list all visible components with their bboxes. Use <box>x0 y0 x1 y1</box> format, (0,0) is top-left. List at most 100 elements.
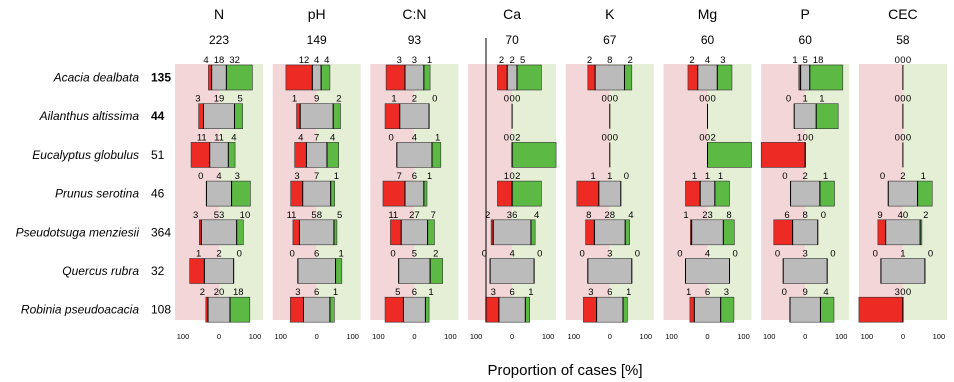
bar-neutral <box>306 142 328 168</box>
count-label: 1 <box>683 210 688 221</box>
bar-neutral <box>297 258 336 284</box>
count-label: 0 <box>880 171 885 182</box>
bar-negative <box>858 296 904 323</box>
variable-name-p: P <box>801 6 810 22</box>
tick-label: 100 <box>665 332 678 341</box>
count-label: 40 <box>898 210 909 221</box>
count-label: 6 <box>314 287 319 298</box>
bar-negative <box>497 180 513 207</box>
bar-positive <box>624 64 633 91</box>
count-label: 1 <box>819 94 824 105</box>
count-label: 0 <box>624 171 629 182</box>
count-label: 4 <box>509 249 514 260</box>
bar-negative <box>384 296 404 323</box>
variable-headers: N 223 pH 149 C:N 93 Ca 70 K 67 Mg 60 P 60 CEC 58 <box>209 6 918 47</box>
bar-positive <box>820 296 835 323</box>
tick-label: 0 <box>705 332 709 341</box>
tick-label: 100 <box>763 332 776 341</box>
bar-neutral <box>299 103 334 129</box>
count-label: 28 <box>605 210 616 221</box>
bar-neutral <box>403 296 426 323</box>
count-label: 0 <box>677 249 682 260</box>
count-label: 11 <box>197 132 207 143</box>
tick-label: 100 <box>861 332 874 341</box>
count-label: 1 <box>823 171 828 182</box>
bar-neutral <box>492 219 532 246</box>
variable-count-ph: 149 <box>307 33 327 47</box>
count-label: 0 <box>782 287 787 298</box>
count-label: 1 <box>435 132 440 143</box>
tick-label: 100 <box>274 332 287 341</box>
count-label: 2 <box>923 210 928 221</box>
count-label: 2 <box>803 171 808 182</box>
count-label: 0 <box>906 132 911 143</box>
bar-positive <box>917 180 933 207</box>
bar-negative <box>485 296 500 323</box>
bar-neutral <box>789 296 821 323</box>
tick-label: 0 <box>315 332 319 341</box>
tick-label: 0 <box>608 332 612 341</box>
count-label: 0 <box>928 249 933 260</box>
count-label: 27 <box>409 210 420 221</box>
count-label: 1 <box>504 171 509 182</box>
count-label: 1 <box>792 55 797 66</box>
count-label: 5 <box>395 287 400 298</box>
bar-positive <box>228 142 236 168</box>
bar-neutral <box>201 219 237 246</box>
count-label: 2 <box>900 171 905 182</box>
count-label: 4 <box>216 171 221 182</box>
count-label: 3 <box>803 249 808 260</box>
count-label: 1 <box>686 287 691 298</box>
count-label: 0 <box>873 249 878 260</box>
bar-neutral <box>398 258 431 284</box>
species-sample-size: 364 <box>151 225 171 239</box>
count-label: 0 <box>782 171 787 182</box>
tick-label: 0 <box>901 332 905 341</box>
count-label: 2 <box>627 55 632 66</box>
x-tick-labels: 100 0 100 100 0 100 100 0 100 100 0 100 100 0 100 100 0 1… <box>177 332 945 341</box>
count-label: 0 <box>509 171 514 182</box>
bar-negative <box>587 64 596 91</box>
count-label: 0 <box>613 94 618 105</box>
variable-count-k: 67 <box>603 33 617 47</box>
bar-negative <box>294 142 307 168</box>
count-label: 2 <box>515 132 520 143</box>
count-label: 20 <box>214 287 225 298</box>
bar-positive <box>332 103 341 129</box>
count-label: 10 <box>240 210 251 221</box>
bar-neutral <box>697 64 718 91</box>
bar-positive <box>427 219 435 246</box>
variable-name-n: N <box>214 6 224 22</box>
tick-label: 0 <box>510 332 514 341</box>
count-label: 0 <box>733 249 738 260</box>
count-label: 0 <box>711 94 716 105</box>
count-label: 0 <box>580 249 585 260</box>
count-label: 2 <box>216 249 221 260</box>
count-label: 3 <box>724 287 729 298</box>
count-label: 2 <box>499 55 504 66</box>
count-label: 6 <box>412 287 417 298</box>
bar-positive <box>524 296 530 323</box>
count-label: 6 <box>314 249 319 260</box>
count-label: 3 <box>195 94 200 105</box>
bar-neutral <box>800 64 811 91</box>
count-label: 3 <box>720 55 725 66</box>
bar-neutral <box>885 219 921 246</box>
bar-neutral <box>792 219 819 246</box>
count-label: 0 <box>895 55 900 66</box>
tick-label: 100 <box>933 332 946 341</box>
count-label: 0 <box>803 132 808 143</box>
variable-count-n: 223 <box>209 33 229 47</box>
count-label: 0 <box>602 132 607 143</box>
count-label: 7 <box>397 171 402 182</box>
count-label: 0 <box>906 94 911 105</box>
count-label: 3 <box>412 55 417 66</box>
bar-neutral <box>587 258 633 284</box>
count-label: 53 <box>214 210 225 221</box>
bar-neutral <box>206 180 232 207</box>
count-label: 5 <box>237 94 242 105</box>
species-name: Prunus serotina <box>55 187 139 201</box>
count-label: 1 <box>797 132 802 143</box>
count-label: 2 <box>587 55 592 66</box>
count-label: 3 <box>895 287 900 298</box>
